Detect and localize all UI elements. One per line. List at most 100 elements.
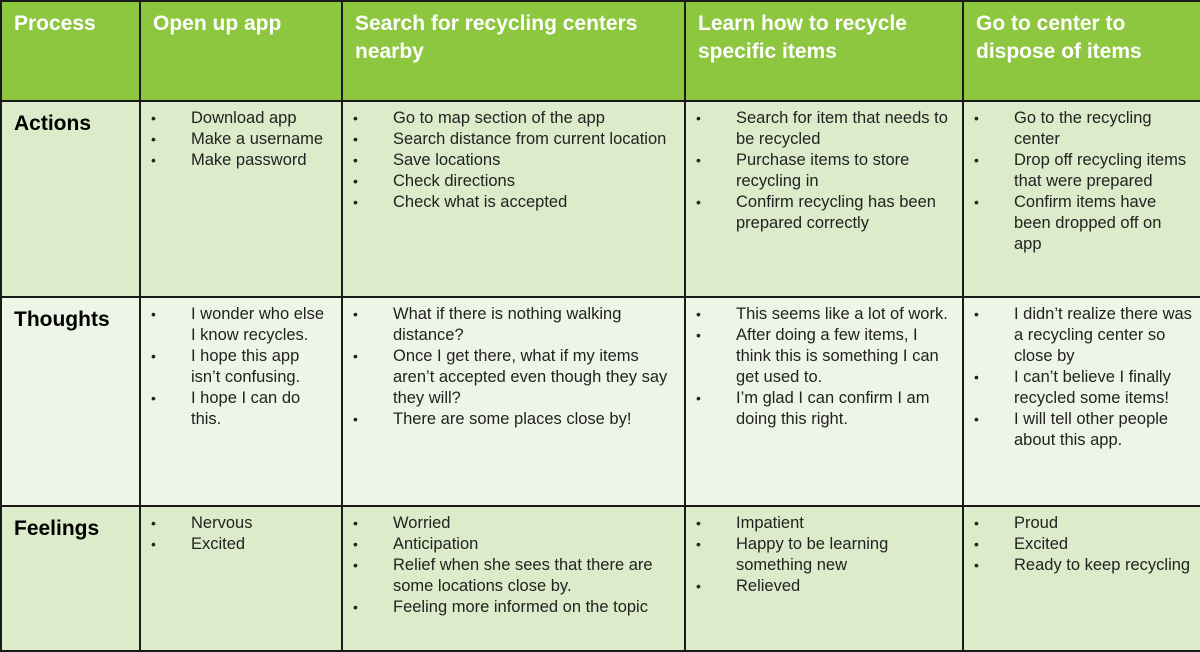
list-item-text: Make a username <box>191 130 324 148</box>
list-item-text: Excited <box>1014 535 1069 553</box>
feelings-cell-search-centers: • Worried • Anticipation • Relief when she se… <box>341 505 686 652</box>
header-row: Process Open up app Search for recycling… <box>0 0 1200 102</box>
actions-cell-go-to-center: • Go to the recycling center • Drop off rec… <box>962 100 1200 298</box>
bullet-list: • Go to the recycling center • Drop off rec… <box>964 102 1200 255</box>
bullet-icon: • <box>696 194 701 210</box>
thoughts-cell-learn-recycle: • This seems like a lot of work. • After do… <box>684 296 964 507</box>
list-item: • I hope I can do this. <box>141 388 333 430</box>
actions-row: Actions • Download app • Make a username • Ma… <box>0 100 1200 298</box>
list-item: • Excited <box>141 534 333 555</box>
bullet-icon: • <box>974 536 979 552</box>
list-item-text: Relief when she sees that there are some… <box>393 556 653 595</box>
bullet-icon: • <box>696 536 701 552</box>
bullet-icon: • <box>696 152 701 168</box>
list-item: • Feeling more informed on the topic <box>343 597 676 618</box>
bullet-icon: • <box>974 306 979 322</box>
bullet-icon: • <box>353 110 358 126</box>
list-item-text: Excited <box>191 535 246 553</box>
list-item: • Anticipation <box>343 534 676 555</box>
feelings-cell-open-app: • Nervous • Excited <box>139 505 343 652</box>
list-item-text: Make password <box>191 151 307 169</box>
bullet-icon: • <box>696 327 701 343</box>
row-label-actions: Actions <box>0 100 141 298</box>
bullet-list: • Download app • Make a username • Make passw… <box>141 102 341 171</box>
bullet-icon: • <box>151 515 156 531</box>
bullet-icon: • <box>151 306 156 322</box>
feelings-cell-learn-recycle: • Impatient • Happy to be learning somethin… <box>684 505 964 652</box>
bullet-icon: • <box>974 194 979 210</box>
bullet-icon: • <box>151 536 156 552</box>
process-header: Process <box>0 0 141 102</box>
list-item: • Proud <box>964 513 1192 534</box>
list-item-text: I hope I can do this. <box>191 389 301 428</box>
bullet-list: • What if there is nothing walking distan… <box>343 298 684 430</box>
bullet-icon: • <box>696 515 701 531</box>
list-item-text: Happy to be learning something new <box>736 535 889 574</box>
bullet-icon: • <box>353 173 358 189</box>
bullet-icon: • <box>151 110 156 126</box>
list-item-text: Purchase items to store recycling in <box>736 151 910 190</box>
thoughts-row: Thoughts • I wonder who else I know recyc… <box>0 296 1200 507</box>
bullet-icon: • <box>353 599 358 615</box>
list-item: • I hope this app isn’t confusing. <box>141 346 333 388</box>
stage-header-go-to-center: Go to center to dispose of items <box>962 0 1200 102</box>
bullet-icon: • <box>353 536 358 552</box>
list-item-text: Confirm items have been dropped off on a… <box>1014 193 1162 253</box>
actions-cell-open-app: • Download app • Make a username • Make passw… <box>139 100 343 298</box>
list-item-text: I wonder who else I know recycles. <box>191 305 324 344</box>
row-label-thoughts: Thoughts <box>0 296 141 507</box>
bullet-icon: • <box>151 131 156 147</box>
bullet-list: • Proud • Excited • Ready to keep recycling <box>964 507 1200 576</box>
list-item: • Go to map section of the app <box>343 108 676 129</box>
list-item: • Relieved <box>686 576 954 597</box>
list-item: • I will tell other people about this app… <box>964 409 1192 451</box>
bullet-list: • Impatient • Happy to be learning somethin… <box>686 507 962 597</box>
feelings-row: Feelings • Nervous • Excited • Worried • Antic… <box>0 505 1200 652</box>
list-item: • Purchase items to store recycling in <box>686 150 954 192</box>
list-item-text: Worried <box>393 514 451 532</box>
stage-header-learn-recycle: Learn how to recycle specific items <box>684 0 964 102</box>
list-item: • After doing a few items, I think this i… <box>686 325 954 388</box>
list-item-text: Search for item that needs to be recycle… <box>736 109 948 148</box>
list-item: • Happy to be learning something new <box>686 534 954 576</box>
list-item: • Go to the recycling center <box>964 108 1192 150</box>
list-item: • Ready to keep recycling <box>964 555 1192 576</box>
list-item: • Once I get there, what if my items aren… <box>343 346 676 409</box>
list-item: • Confirm items have been dropped off on … <box>964 192 1192 255</box>
list-item-text: Proud <box>1014 514 1059 532</box>
list-item-text: Anticipation <box>393 535 479 553</box>
list-item: • I didn’t realize there was a recycling … <box>964 304 1192 367</box>
list-item-text: Check directions <box>393 172 515 190</box>
list-item: • Make a username <box>141 129 333 150</box>
list-item-text: Check what is accepted <box>393 193 568 211</box>
list-item: • Search for item that needs to be recycl… <box>686 108 954 150</box>
actions-cell-search-centers: • Go to map section of the app • Search dis… <box>341 100 686 298</box>
bullet-icon: • <box>974 110 979 126</box>
actions-cell-learn-recycle: • Search for item that needs to be recycl… <box>684 100 964 298</box>
bullet-list: • This seems like a lot of work. • After do… <box>686 298 962 430</box>
bullet-icon: • <box>974 411 979 427</box>
bullet-list: • I didn’t realize there was a recycling … <box>964 298 1200 451</box>
bullet-icon: • <box>353 194 358 210</box>
stage-header-search-centers: Search for recycling centers nearby <box>341 0 686 102</box>
feelings-cell-go-to-center: • Proud • Excited • Ready to keep recycling <box>962 505 1200 652</box>
bullet-icon: • <box>353 348 358 364</box>
row-label-feelings: Feelings <box>0 505 141 652</box>
list-item: • Save locations <box>343 150 676 171</box>
list-item: • What if there is nothing walking distan… <box>343 304 676 346</box>
list-item-text: I can’t believe I finally recycled some … <box>1014 368 1171 407</box>
thoughts-cell-go-to-center: • I didn’t realize there was a recycling … <box>962 296 1200 507</box>
list-item-text: After doing a few items, I think this is… <box>736 326 939 386</box>
list-item: • I’m glad I can confirm I am doing this … <box>686 388 954 430</box>
list-item-text: Go to the recycling center <box>1014 109 1152 148</box>
bullet-icon: • <box>353 306 358 322</box>
bullet-icon: • <box>696 390 701 406</box>
bullet-list: • Go to map section of the app • Search dis… <box>343 102 684 213</box>
list-item-text: There are some places close by! <box>393 410 632 428</box>
bullet-icon: • <box>151 348 156 364</box>
list-item-text: This seems like a lot of work. <box>736 305 948 323</box>
bullet-icon: • <box>974 515 979 531</box>
bullet-icon: • <box>353 131 358 147</box>
bullet-list: • I wonder who else I know recycles. • I ho… <box>141 298 341 430</box>
list-item-text: What if there is nothing walking distanc… <box>393 305 622 344</box>
